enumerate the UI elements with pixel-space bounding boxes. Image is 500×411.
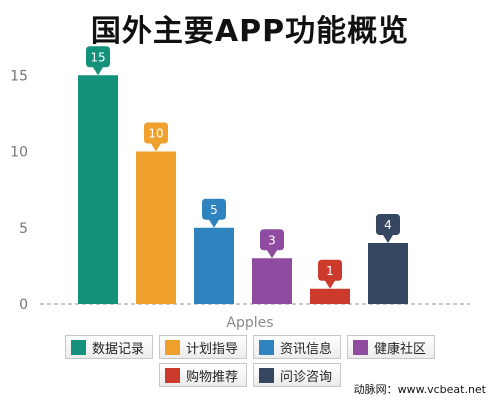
legend-swatch bbox=[70, 339, 86, 355]
value-label-1: 15 bbox=[90, 50, 105, 64]
value-marker-5 bbox=[318, 259, 342, 289]
bar-4 bbox=[252, 258, 292, 304]
legend-row: 购物推荐 问诊咨询 bbox=[0, 363, 500, 387]
value-marker-3 bbox=[202, 198, 226, 228]
legend-item: 问诊咨询 bbox=[253, 363, 342, 387]
legend-swatch bbox=[259, 367, 274, 383]
legend-row: 数据记录 计划指导 资讯信息 健康社区 bbox=[0, 335, 500, 359]
x-axis-label: Apples bbox=[226, 315, 273, 331]
value-marker-4 bbox=[260, 229, 284, 259]
legend-label: 数据记录 bbox=[91, 341, 144, 357]
bar-5 bbox=[310, 288, 350, 304]
legend-item: 计划指导 bbox=[158, 335, 247, 359]
value-label-5: 1 bbox=[326, 264, 334, 278]
value-marker-2 bbox=[144, 122, 168, 152]
y-tick-label: 10 bbox=[10, 145, 28, 161]
legend-label: 健康社区 bbox=[374, 341, 427, 357]
legend-swatch bbox=[164, 367, 180, 383]
bar-3 bbox=[194, 227, 234, 304]
legend-label: 计划指导 bbox=[185, 341, 238, 357]
y-axis: 0 5 10 15 bbox=[10, 68, 28, 313]
value-markers: 15 10 5 3 1 4 bbox=[86, 46, 400, 289]
source-credit: 动脉网：www.vcbeat.net bbox=[353, 383, 486, 396]
legend-label: 资讯信息 bbox=[280, 341, 333, 357]
legend-item: 购物推荐 bbox=[158, 363, 247, 387]
value-marker-1 bbox=[86, 46, 110, 76]
bar-2 bbox=[136, 151, 176, 304]
chart-title: 国外主要APP功能概览 bbox=[90, 14, 410, 49]
y-tick-label: 15 bbox=[10, 68, 28, 84]
value-label-2: 10 bbox=[148, 127, 163, 141]
value-marker-6 bbox=[376, 214, 400, 243]
value-label-6: 4 bbox=[384, 218, 392, 232]
value-label-3: 5 bbox=[210, 203, 218, 217]
legend-item: 资讯信息 bbox=[253, 335, 342, 359]
legend-swatch bbox=[164, 339, 180, 355]
legend-swatch bbox=[353, 339, 369, 355]
legend: 数据记录 计划指导 资讯信息 健康社区 购物推荐 问诊咨询 bbox=[0, 335, 500, 391]
bar-1 bbox=[78, 75, 118, 304]
legend-label: 问诊咨询 bbox=[280, 369, 333, 385]
value-label-4: 3 bbox=[268, 233, 276, 247]
y-tick-label: 0 bbox=[19, 297, 28, 313]
legend-label: 购物推荐 bbox=[185, 369, 238, 385]
legend-swatch bbox=[259, 339, 274, 355]
legend-item: 健康社区 bbox=[347, 335, 436, 359]
bar-chart: 0 5 10 15 15 10 5 3 1 4 Apples bbox=[10, 46, 470, 331]
legend-item: 数据记录 bbox=[64, 335, 153, 359]
bar-6 bbox=[368, 243, 408, 304]
bars-group bbox=[78, 75, 408, 304]
y-tick-label: 5 bbox=[19, 221, 28, 237]
